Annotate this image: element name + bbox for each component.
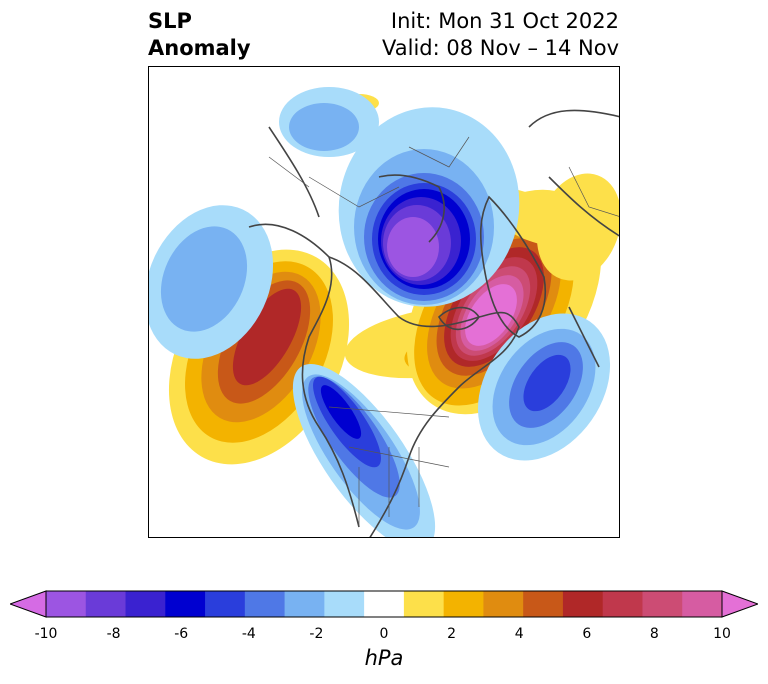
colorbar-segment	[284, 591, 325, 617]
colorbar-tick-label: -8	[106, 626, 121, 642]
colorbar-tick-label: -6	[174, 626, 189, 642]
colorbar-tick-label: 4	[514, 626, 524, 642]
colorbar-segment	[523, 591, 564, 617]
colorbar	[10, 590, 758, 618]
colorbar-label: hPa	[364, 646, 404, 670]
colorbar-extend-min	[10, 590, 47, 618]
colorbar-segment	[46, 591, 87, 617]
colorbar-segment	[642, 591, 683, 617]
init-date: Init: Mon 31 Oct 2022	[390, 9, 619, 33]
anomaly-map-svg	[149, 87, 619, 537]
anomaly-map	[148, 66, 620, 538]
colorbar-frame	[45, 590, 723, 618]
colorbar-segment	[562, 591, 604, 617]
date-info: Init: Mon 31 Oct 2022 Valid: 08 Nov – 14…	[382, 8, 619, 62]
colorbar-segment	[364, 591, 405, 617]
colorbar-segment	[85, 591, 127, 617]
negative-anomaly-west-pacific	[149, 205, 274, 359]
colorbar-tick-label: 2	[447, 626, 457, 642]
valid-range: Valid: 08 Nov – 14 Nov	[382, 36, 619, 60]
coastlines	[248, 109, 619, 537]
colorbar-tick-label: -4	[241, 626, 256, 642]
title-variable-line1: SLP	[148, 9, 192, 33]
colorbar-tick-label: 6	[582, 626, 592, 642]
title-variable-line2: Anomaly	[148, 36, 251, 60]
colorbar-extend-max	[721, 590, 758, 618]
negative-anomaly-arctic	[279, 87, 520, 307]
colorbar-segment	[324, 591, 365, 617]
colorbar-segment	[165, 591, 206, 617]
colorbar-segment	[682, 591, 723, 617]
colorbar-tick-label: 10	[713, 626, 731, 642]
colorbar-segment	[483, 591, 524, 617]
map-title: SLP Anomaly	[148, 8, 251, 62]
colorbar-tick-label: 0	[379, 626, 389, 642]
colorbar-tick-label: -2	[309, 626, 324, 642]
colorbar-tick-label: -10	[34, 626, 58, 642]
colorbar-segment	[443, 591, 484, 617]
colorbar-segment	[244, 591, 286, 617]
negative-anomaly-north-america	[292, 364, 436, 537]
colorbar-segment	[602, 591, 643, 617]
political-borders	[268, 136, 619, 527]
colorbar-segment	[125, 591, 166, 617]
colorbar-segment	[403, 591, 445, 617]
colorbar-segment	[205, 591, 246, 617]
colorbar-tick-label: 8	[649, 626, 659, 642]
negative-anomaly-atlantic	[477, 313, 611, 461]
